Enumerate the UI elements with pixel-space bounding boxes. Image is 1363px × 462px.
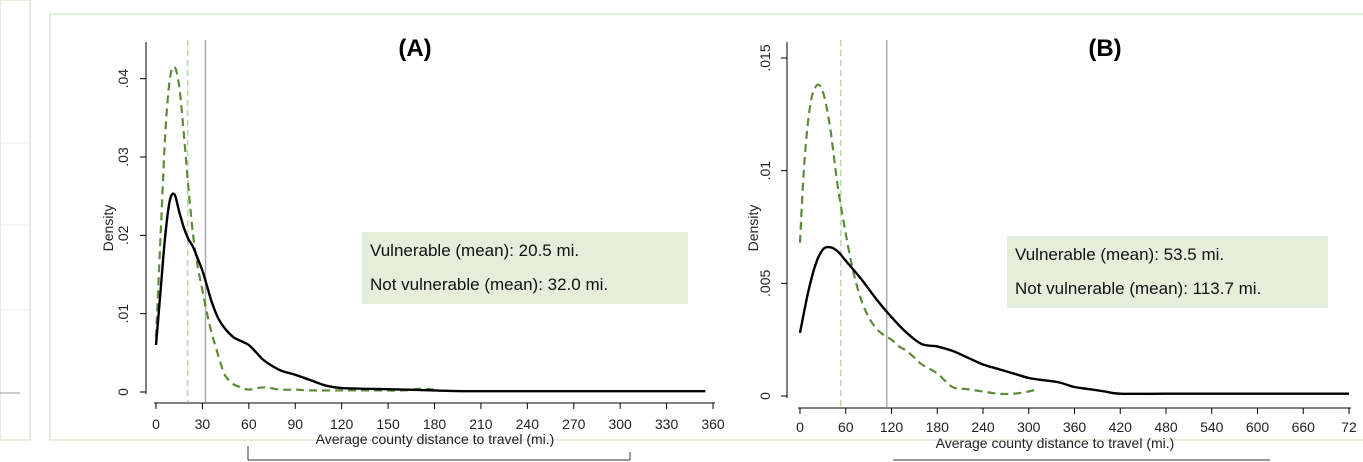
panel-b-annotation-vulnerable: Vulnerable (mean): 53.5 mi.	[1015, 245, 1224, 264]
panel-a-x-tick-label: 210	[469, 416, 493, 432]
panel-b-x-tick-label: 540	[1200, 419, 1224, 435]
panel-b-x-tick-label: 660	[1292, 419, 1316, 435]
panel-b-vulnerable-density-line	[798, 83, 1037, 396]
panel-b-x-tick-label: 72	[1341, 419, 1357, 435]
panel-a-x-tick-label: 30	[195, 416, 211, 432]
panel-b-chart: (B) Density Average county distance to t…	[745, 35, 1357, 451]
panel-b-annotation-box	[1007, 236, 1328, 308]
panel-a-x-tick-label: 360	[701, 416, 725, 432]
panel-a-x-tick-label: 0	[152, 416, 160, 432]
panel-a-annotation-vulnerable: Vulnerable (mean): 20.5 mi.	[370, 241, 579, 260]
panel-b-y-tick-label: 0	[757, 392, 773, 400]
left-frame	[0, 0, 31, 441]
panel-a-y-tick-label: 0	[115, 388, 131, 396]
panel-b-x-tick-label: 480	[1154, 419, 1178, 435]
panel-b-y-tick-label: .015	[757, 44, 773, 71]
panel-a-x-tick-label: 180	[423, 416, 447, 432]
panel-b-x-tick-label: 600	[1246, 419, 1270, 435]
panel-a-y-tick-label: .02	[115, 225, 131, 245]
outer-frame	[49, 13, 1363, 441]
panel-a-y-tick-label: .01	[115, 304, 131, 324]
panel-a-chart: (A) Density Average county distance to t…	[100, 35, 725, 447]
panel-b-x-tick-label: 360	[1063, 419, 1087, 435]
panel-a-ylabel: Density	[100, 205, 116, 252]
panel-b-ylabel: Density	[745, 205, 761, 252]
panel-a-title: (A)	[398, 35, 431, 62]
panel-a-x-tick-label: 330	[655, 416, 679, 432]
panel-b-x-tick-label: 60	[838, 419, 854, 435]
panel-a-y-tick-label: .04	[115, 69, 131, 89]
panel-b-y-tick-label: .005	[757, 269, 773, 296]
panel-a-x-tick-label: 120	[330, 416, 354, 432]
panel-a-x-tick-label: 90	[287, 416, 303, 432]
panel-a-y-tick-label: .03	[115, 147, 131, 167]
panel-b-x-tick-label: 180	[926, 419, 950, 435]
panel-a-x-tick-label: 150	[376, 416, 400, 432]
panel-b-annotation-not-vulnerable: Not vulnerable (mean): 113.7 mi.	[1015, 279, 1261, 298]
panel-a-annotation-box	[362, 232, 688, 304]
panel-a-x-tick-label: 270	[562, 416, 586, 432]
panel-b-x-tick-label: 420	[1109, 419, 1133, 435]
panel-a-vulnerable-density-line	[154, 65, 435, 392]
panel-b-x-tick-label: 120	[880, 419, 904, 435]
panel-b-title: (B)	[1088, 35, 1121, 62]
panel-b-xlabel: Average county distance to travel (mi.)	[936, 435, 1175, 451]
panel-a-x-tick-label: 240	[516, 416, 540, 432]
panel-b-y-tick-label: .01	[757, 161, 773, 181]
panel-a-annotation-not-vulnerable: Not vulnerable (mean): 32.0 mi.	[370, 275, 608, 294]
panel-a-x-tick-label: 60	[241, 416, 257, 432]
panel-a-not-vulnerable-density-line	[154, 192, 706, 393]
panel-b-not-vulnerable-density-line	[798, 245, 1349, 396]
panel-b-x-tick-label: 300	[1017, 419, 1041, 435]
panel-a-x-tick-label: 300	[608, 416, 632, 432]
panel-b-x-tick-label: 240	[971, 419, 995, 435]
panel-b-x-tick-label: 0	[796, 419, 804, 435]
panel-a-xlabel: Average county distance to travel (mi.)	[316, 431, 555, 447]
